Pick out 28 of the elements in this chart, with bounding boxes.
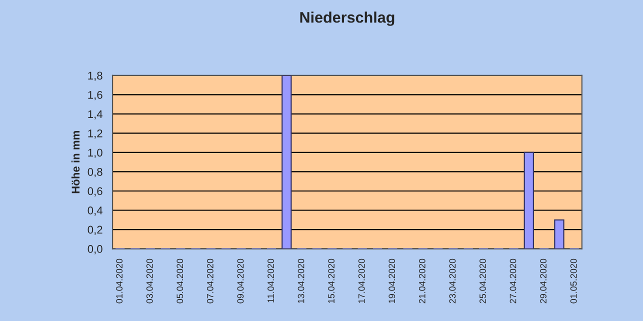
y-tick-label: 0,2 [88, 226, 102, 235]
y-tick-label: 1,2 [88, 129, 102, 139]
x-tick-label: 19.04.2020 [388, 258, 396, 303]
y-tick-label: 0,0 [88, 245, 102, 254]
x-tick-label: 29.04.2020 [540, 258, 546, 304]
y-tick-label: 1,6 [88, 90, 102, 100]
y-axis-title: Höhe in mm [71, 131, 80, 194]
y-tick-label: 0,8 [88, 168, 102, 178]
x-tick-label: 15.04.2020 [328, 258, 334, 303]
x-tick-label: 05.04.2020 [176, 258, 184, 304]
y-tick-label: 1,0 [88, 148, 102, 158]
x-tick-label: 23.04.2020 [449, 258, 456, 304]
y-tick-label: 0,4 [88, 206, 102, 216]
x-tick-label: 01.04.2020 [116, 258, 123, 304]
y-tick-label: 1,8 [88, 72, 102, 81]
x-tick-label: 01.05.2020 [570, 258, 577, 304]
x-tick-label: 27.04.2020 [510, 258, 516, 304]
x-tick-label: 17.04.2020 [358, 258, 365, 303]
x-tick-label: 13.04.2020 [298, 258, 304, 303]
y-tick-label: 0,6 [88, 187, 102, 196]
x-tick-label: 03.04.2020 [146, 258, 153, 304]
x-tick-label: 21.04.2020 [418, 258, 426, 304]
x-tick-label: 07.04.2020 [206, 258, 214, 304]
chart-title: Niederschlag [300, 12, 394, 26]
y-tick-label: 1,4 [88, 110, 102, 120]
x-tick-label: 09.04.2020 [237, 258, 244, 304]
x-tick-label: 11.04.2020 [268, 258, 274, 302]
x-tick-label: 25.04.2020 [480, 258, 486, 304]
